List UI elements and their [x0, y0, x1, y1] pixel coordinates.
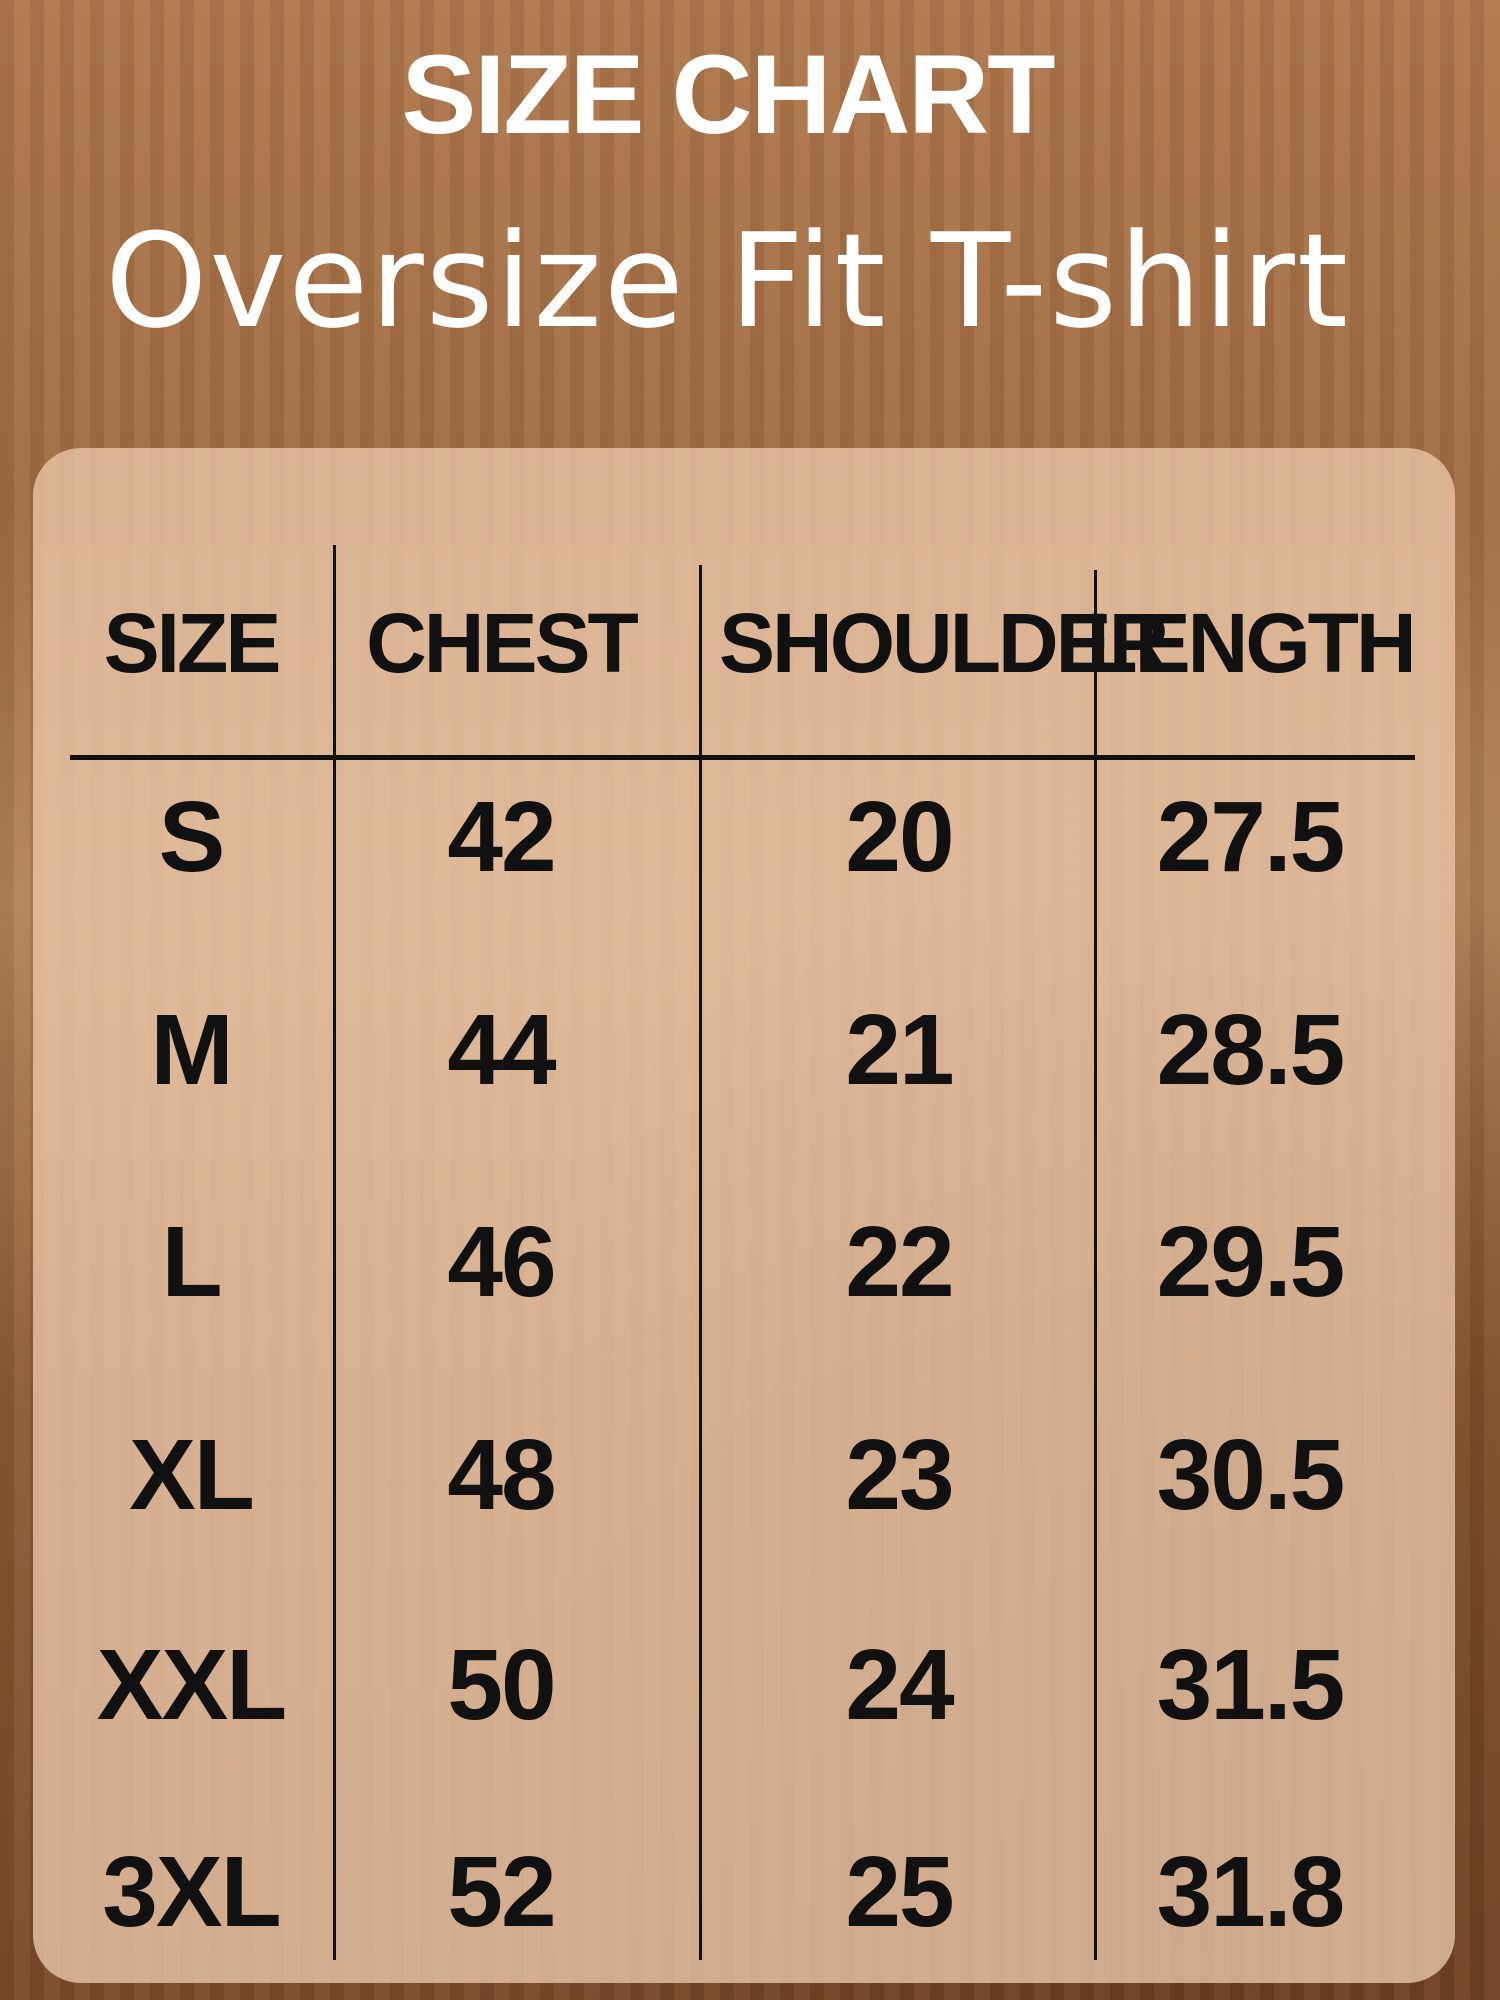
column-header-shoulder: SHOULDER [719, 596, 1169, 690]
table-cell: 44 [447, 994, 556, 1106]
table-cell: 27.5 [1156, 781, 1346, 893]
header-divider [70, 755, 1415, 760]
table-cell: 3XL [102, 1836, 281, 1948]
column-header-length: LENGTH [1086, 596, 1416, 690]
size-table-panel [33, 448, 1455, 1983]
table-cell: 50 [447, 1629, 556, 1741]
table-cell: 24 [845, 1629, 954, 1741]
table-cell: 31.5 [1156, 1629, 1346, 1741]
table-cell: 22 [845, 1206, 954, 1318]
table-cell: 48 [447, 1419, 556, 1531]
table-cell: XL [129, 1419, 255, 1531]
table-cell: 21 [845, 994, 954, 1106]
size-chart-title: SIZE CHART [401, 32, 1056, 157]
table-cell: 20 [845, 781, 954, 893]
table-cell: XXL [96, 1629, 287, 1741]
column-divider [333, 545, 336, 1960]
table-cell: L [161, 1206, 222, 1318]
table-cell: 52 [447, 1836, 556, 1948]
column-divider [699, 565, 702, 1960]
table-cell: 23 [845, 1419, 954, 1531]
table-cell: 28.5 [1156, 994, 1346, 1106]
table-cell: 25 [845, 1836, 954, 1948]
table-cell: 31.8 [1156, 1836, 1346, 1948]
column-header-size: SIZE [103, 596, 282, 690]
column-divider [1094, 570, 1097, 1960]
table-cell: 29.5 [1156, 1206, 1346, 1318]
table-cell: 42 [447, 781, 556, 893]
table-cell: M [150, 994, 233, 1106]
table-cell: S [158, 781, 226, 893]
product-subtitle: Oversize Fit T-shirt [105, 205, 1350, 357]
column-header-chest: CHEST [366, 596, 639, 690]
table-cell: 30.5 [1156, 1419, 1346, 1531]
table-cell: 46 [447, 1206, 556, 1318]
